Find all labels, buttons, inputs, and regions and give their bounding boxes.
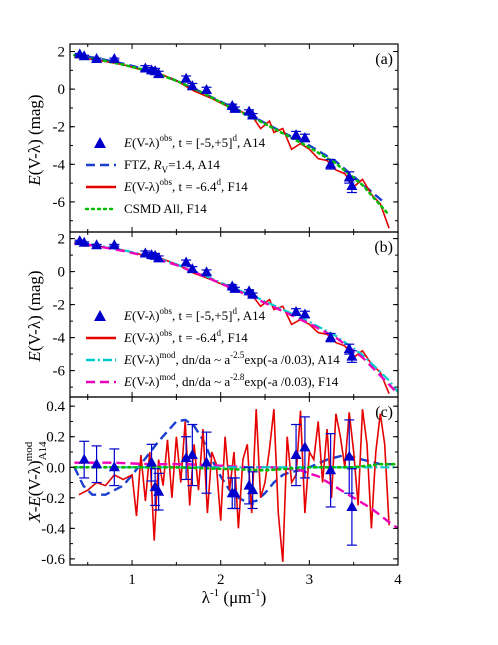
y-tick-label: -0.2 [41, 491, 65, 507]
data-point [247, 109, 259, 120]
data-point [108, 53, 120, 64]
legend-b: E(V-λ)obs, t = [-5,+5]d, A14 E(V-λ)obs, t… [86, 306, 340, 389]
panel-label: (b) [374, 239, 393, 256]
data-point [91, 239, 103, 250]
data-point [299, 441, 311, 452]
data-point [290, 129, 302, 140]
data-point [108, 239, 120, 250]
data-point [146, 456, 158, 467]
data-point [180, 72, 192, 83]
x-tick-label: 4 [394, 572, 402, 588]
legend-entry: CSMD All, F14 [124, 201, 207, 216]
data-point [290, 449, 302, 460]
y-tick-label: -4 [53, 157, 66, 173]
y-tick-label: 0.0 [46, 460, 65, 476]
plot-area [74, 235, 398, 395]
data-point [346, 179, 358, 190]
data-point [153, 485, 165, 496]
legend-entry: E(V-λ)mod, dn/da ~ a-2.8exp(-a /0.03), F… [123, 372, 339, 389]
data-point [343, 450, 355, 461]
data-point [78, 236, 90, 247]
y-axis-label-c: X-E(V-λ)A14mod [23, 441, 49, 524]
data-point [247, 288, 259, 299]
panel-label: (a) [375, 51, 393, 68]
data-point [78, 453, 90, 464]
series-line-4 [73, 462, 398, 472]
legend-a: E(V-λ)obs, t = [-5,+5]d, A14 FTZ, RV=1.4,… [84, 133, 266, 216]
data-point [346, 500, 358, 511]
data-point [229, 487, 241, 498]
data-point [91, 458, 103, 469]
data-point [153, 68, 165, 79]
panel-2: 0.4 0.2 0.0 -0.2 -0.4 -0.6 1 2 3 4 (c) [41, 396, 402, 588]
legend-marker-triangle [94, 310, 106, 321]
data-point [201, 456, 213, 467]
data-point [229, 282, 241, 293]
legend-entry: FTZ, RV=1.4, A14 [124, 157, 220, 175]
data-point [186, 449, 198, 460]
data-point [325, 331, 337, 342]
legend-entry: E(V-λ)mod, dn/da ~ a-2.5exp(-a /0.03), A… [123, 350, 340, 367]
data-point [180, 452, 192, 463]
x-tick-label: 1 [128, 572, 136, 588]
legend-entry: E(V-λ)obs, t = -6.4d, F14 [123, 177, 248, 194]
data-point [108, 461, 120, 472]
data-point [139, 62, 151, 73]
y-tick-label: -2 [53, 298, 66, 314]
data-point [299, 132, 311, 142]
data-point [247, 484, 259, 495]
data-point [299, 308, 311, 319]
y-tick-label: -4 [53, 331, 66, 347]
panel-1: 2 0 -2 -4 -6 (b) [53, 231, 399, 398]
y-tick-label: -0.6 [41, 552, 65, 568]
y-tick-label: 0.4 [46, 399, 65, 415]
data-point [290, 306, 302, 317]
plot-area [73, 48, 391, 229]
legend-entry: E(V-λ)obs, t = -6.4d, F14 [123, 328, 248, 345]
plot-area [73, 409, 398, 562]
panel-label: (c) [375, 404, 393, 421]
data-point [78, 50, 90, 61]
y-axis-label-b: E(V-λ) (mag) [25, 270, 44, 362]
series-line-2 [74, 241, 398, 395]
data-point [139, 247, 151, 258]
data-point [325, 464, 337, 475]
y-tick-label: 0.2 [46, 430, 65, 446]
data-point [91, 53, 103, 64]
data-point [229, 102, 241, 113]
data-point [180, 256, 192, 267]
data-point [186, 80, 198, 91]
panel-0: 2 0 -2 -4 -6 (a) [53, 43, 399, 233]
y-axis-label-a: E(V-λ) (mag) [25, 94, 44, 186]
y-tick-label: -2 [53, 120, 66, 136]
data-point [325, 158, 337, 169]
data-point [201, 266, 213, 277]
y-tick-label: 0 [58, 82, 66, 98]
data-point [153, 252, 165, 263]
legend-entry: E(V-λ)obs, t = [-5,+5]d, A14 [123, 133, 266, 150]
data-point [201, 84, 213, 95]
data-point [346, 350, 358, 361]
y-tick-label: 0 [58, 265, 66, 281]
legend-entry: E(V-λ)obs, t = [-5,+5]d, A14 [123, 306, 266, 323]
data-point [186, 263, 198, 274]
y-tick-label: 2 [58, 45, 66, 61]
x-tick-label: 3 [306, 572, 314, 588]
x-tick-label: 2 [217, 572, 225, 588]
series-line-1 [78, 409, 390, 562]
y-tick-label: 2 [58, 232, 66, 248]
y-tick-label: -0.4 [41, 521, 65, 537]
y-tick-label: -6 [53, 364, 66, 380]
y-tick-label: -6 [53, 195, 66, 211]
panel-frame [69, 396, 399, 566]
legend-marker-triangle [94, 137, 106, 148]
x-axis-label: λ-1 (μm-1) [202, 587, 267, 607]
